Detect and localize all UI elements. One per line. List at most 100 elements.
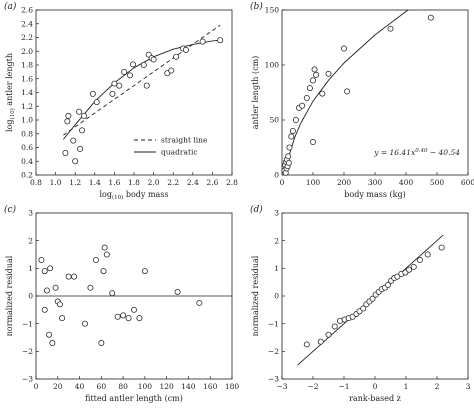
- data-point: [303, 95, 310, 101]
- data-point: [325, 70, 332, 77]
- x-tick-label: 100: [138, 382, 153, 391]
- data-point: [76, 108, 83, 115]
- equation-annotation: y = 16.41x0.40 − 40.54: [373, 148, 460, 157]
- data-point: [174, 288, 181, 295]
- y-tick-label: 0.8: [21, 129, 33, 138]
- data-point: [65, 273, 72, 280]
- data-point: [121, 68, 128, 75]
- data-point: [143, 82, 150, 89]
- data-point: [285, 153, 292, 160]
- x-tick-label: 1.2: [69, 178, 81, 187]
- data-point: [103, 251, 110, 258]
- x-tick-label: 2: [435, 382, 440, 391]
- data-point: [116, 82, 123, 89]
- panel-label: (d): [250, 204, 263, 215]
- panel-label: (c): [4, 204, 17, 215]
- data-point: [93, 99, 100, 106]
- y-tick-label: 2: [28, 236, 33, 245]
- data-point: [125, 315, 132, 322]
- data-point: [38, 257, 45, 264]
- y-tick-label: 0.2: [21, 171, 33, 180]
- x-tick-label: 2.4: [187, 178, 199, 187]
- y-tick-label: 1.6: [21, 74, 33, 83]
- data-point: [47, 265, 54, 272]
- data-point: [310, 77, 316, 84]
- y-tick-label: 0.4: [21, 157, 33, 166]
- data-point: [385, 281, 391, 288]
- x-tick-label: 80: [118, 382, 128, 391]
- y-tick-label: −1: [22, 319, 33, 328]
- x-tick-label: 1: [404, 382, 409, 391]
- x-tick-label: −3: [276, 382, 287, 391]
- data-point: [64, 118, 71, 125]
- y-tick-label: 1: [28, 264, 33, 273]
- y-tick-label: 150: [265, 6, 280, 15]
- data-point: [98, 340, 105, 347]
- data-point: [92, 257, 99, 264]
- y-tick-label: 3: [274, 209, 279, 218]
- data-point: [52, 284, 59, 291]
- data-point: [141, 268, 148, 275]
- data-point: [130, 61, 136, 68]
- y-tick-label: 2.2: [21, 33, 33, 42]
- x-tick-label: 1.4: [89, 178, 101, 187]
- data-point: [71, 273, 78, 280]
- x-tick-label: 1.6: [108, 178, 120, 187]
- data-point: [360, 305, 367, 312]
- data-point: [182, 46, 189, 53]
- panel-d: −3 −2 −1 0 1 2 3 −3 −2 −1 0 1 2 3 rank-based z normaliz…: [250, 204, 471, 403]
- data-point: [331, 323, 338, 330]
- x-tick-label: 400: [399, 178, 414, 187]
- y-tick-label: 1.4: [21, 88, 33, 97]
- data-point: [306, 85, 313, 92]
- data-point: [77, 145, 84, 152]
- x-tick-label: 1.8: [128, 178, 140, 187]
- data-point: [164, 70, 171, 77]
- y-tick-label: −1: [268, 319, 279, 328]
- data-point: [81, 112, 87, 119]
- x-tick-label: 2.6: [206, 178, 218, 187]
- data-point: [136, 315, 143, 322]
- x-tick-label: 200: [337, 178, 352, 187]
- data-point: [150, 56, 157, 63]
- x-tick-label: 120: [160, 382, 175, 391]
- data-point: [87, 284, 94, 291]
- data-point: [199, 38, 206, 45]
- y-tick-label: 0: [274, 292, 279, 301]
- y-axis-label: normalized residual: [5, 255, 14, 336]
- data-point: [394, 273, 401, 280]
- data-point: [109, 290, 116, 297]
- data-point: [310, 139, 316, 145]
- data-point: [70, 137, 77, 144]
- y-tick-label: 2.0: [21, 47, 33, 56]
- x-tick-label: 60: [97, 382, 107, 391]
- y-axis-label: antler length (cm): [251, 56, 260, 130]
- y-tick-label: 0: [274, 171, 279, 180]
- y-axis-label: normalized residual: [251, 255, 260, 336]
- data-point: [111, 80, 118, 87]
- data-point: [62, 150, 69, 156]
- data-point: [56, 301, 63, 308]
- y-tick-label: −3: [268, 375, 279, 384]
- y-tick-label: 1.2: [21, 102, 33, 111]
- data-point: [49, 340, 56, 347]
- data-point: [89, 90, 96, 97]
- data-point: [196, 299, 203, 306]
- data-point: [140, 62, 147, 68]
- x-tick-label: 20: [53, 382, 63, 391]
- series-line-quadratic: [63, 39, 221, 140]
- data-point: [72, 158, 79, 165]
- data-point: [43, 287, 50, 294]
- y-tick-label: −3: [22, 375, 33, 384]
- y-axis-label: log(10) antler length: [5, 53, 16, 132]
- data-point: [100, 268, 107, 275]
- data-point: [369, 295, 376, 302]
- data-point: [319, 90, 326, 97]
- y-tick-label: 3: [28, 209, 33, 218]
- data-point: [387, 25, 394, 32]
- x-axis-label: log(10) body mass: [99, 190, 168, 201]
- legend-label: quadratic: [161, 148, 198, 157]
- data-point: [217, 37, 224, 44]
- data-point: [410, 263, 417, 270]
